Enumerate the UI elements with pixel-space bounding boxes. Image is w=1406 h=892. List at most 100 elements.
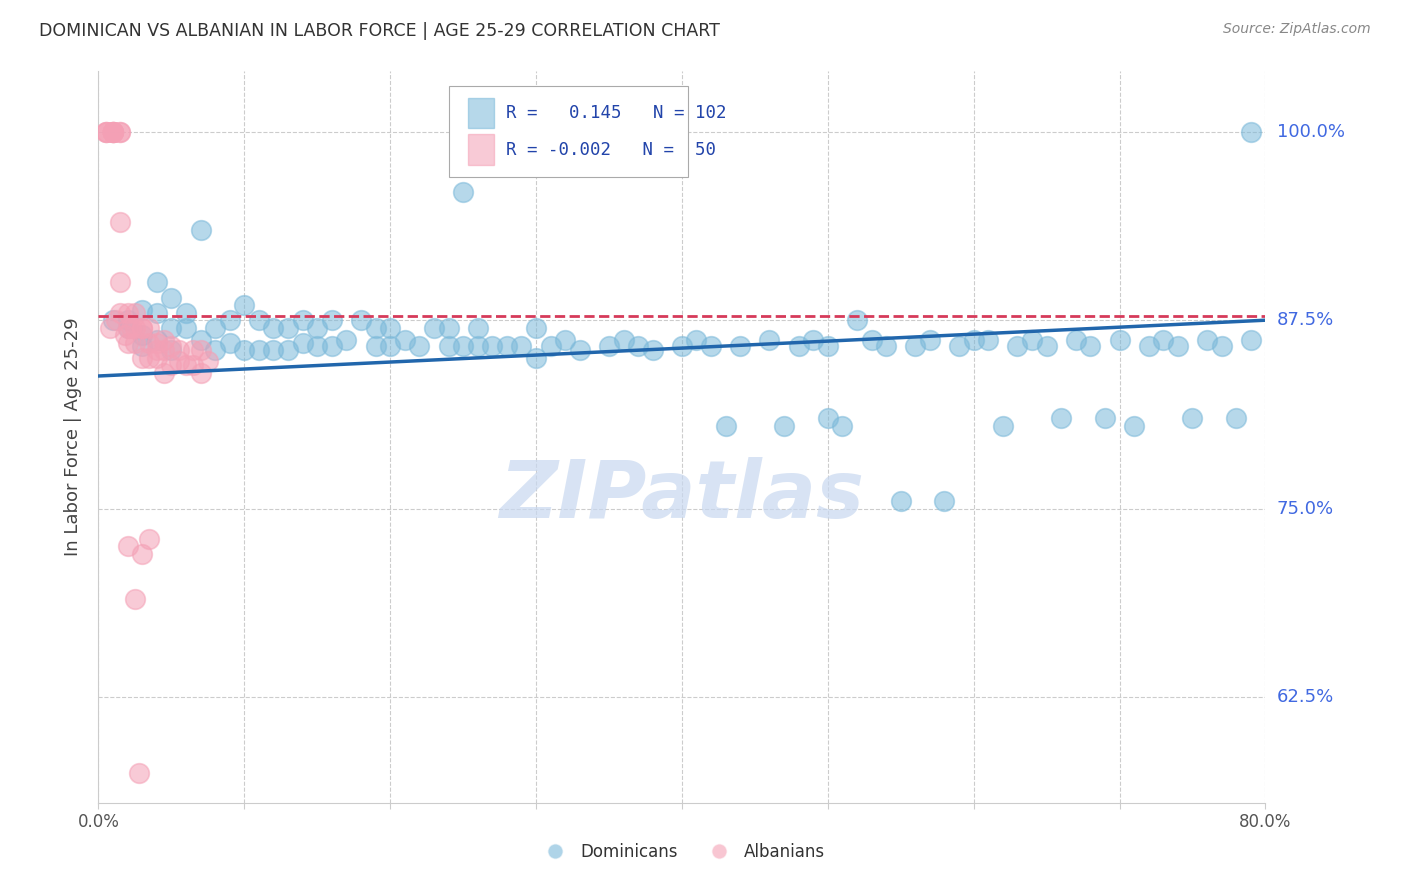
Point [1123,418,1146,433]
Point [247,313,270,327]
Y-axis label: In Labor Force | Age 25-29: In Labor Force | Age 25-29 [65,318,83,557]
Point [110,125,132,139]
Point [307,339,329,353]
FancyBboxPatch shape [449,86,688,178]
Point [146,333,169,347]
Point [101,125,124,139]
Point [962,333,984,347]
Point [117,335,139,350]
Point [218,313,240,327]
Point [1064,333,1087,347]
Point [1007,339,1029,353]
Point [124,306,146,320]
Point [190,343,212,358]
Point [262,343,284,358]
Point [190,333,212,347]
Point [918,333,941,347]
Point [181,359,204,373]
Point [124,592,146,607]
Text: Source: ZipAtlas.com: Source: ZipAtlas.com [1223,22,1371,37]
Point [101,125,124,139]
Point [321,313,343,327]
Point [124,335,146,350]
Point [160,359,183,373]
Point [174,359,197,373]
Point [174,320,197,334]
Point [481,339,503,353]
Point [1195,333,1218,347]
Point [948,339,970,353]
Point [568,343,591,358]
Text: 100.0%: 100.0% [1277,123,1344,141]
Point [890,494,912,508]
Point [277,343,299,358]
Point [1152,333,1174,347]
Text: 62.5%: 62.5% [1277,689,1334,706]
Point [138,351,160,365]
Legend: Dominicans, Albanians: Dominicans, Albanians [531,837,832,868]
Point [146,335,169,350]
Point [831,418,853,433]
Point [174,306,197,320]
Point [991,418,1014,433]
Point [467,320,489,334]
Point [204,320,226,334]
Point [153,366,176,380]
Point [131,351,153,365]
Point [101,125,124,139]
Point [671,339,693,353]
Point [146,343,169,358]
Point [437,320,460,334]
Point [1225,411,1247,425]
Point [124,320,146,334]
Point [817,411,839,425]
Point [104,313,127,327]
Point [437,339,460,353]
Point [394,333,416,347]
Point [146,276,169,290]
Point [114,328,136,343]
Text: 87.5%: 87.5% [1277,311,1334,329]
Point [138,335,160,350]
Point [197,354,219,368]
Point [160,291,183,305]
Point [1240,125,1263,139]
Point [1240,333,1263,347]
Text: R = -0.002   N =  50: R = -0.002 N = 50 [506,141,716,159]
Bar [468,135,494,165]
Point [94,125,117,139]
Point [451,185,474,199]
Point [131,339,153,353]
Point [787,339,810,353]
Point [291,335,314,350]
Point [1167,339,1189,353]
Point [233,343,256,358]
Point [160,339,183,353]
Point [321,339,343,353]
Point [110,125,132,139]
Point [101,313,124,327]
Point [247,343,270,358]
Text: 75.0%: 75.0% [1277,500,1334,517]
Point [380,320,402,334]
Point [262,320,284,334]
Point [190,223,212,237]
Point [510,339,533,353]
Point [153,333,176,347]
Point [730,339,752,353]
Text: DOMINICAN VS ALBANIAN IN LABOR FORCE | AGE 25-29 CORRELATION CHART: DOMINICAN VS ALBANIAN IN LABOR FORCE | A… [39,22,720,40]
Point [138,532,160,546]
Point [153,343,176,358]
Point [846,313,869,327]
Point [451,339,474,353]
Point [875,339,897,353]
Point [167,343,190,358]
Point [117,540,139,554]
Point [1080,339,1102,353]
Point [904,339,927,353]
Point [1021,333,1043,347]
Point [218,335,240,350]
Point [146,306,169,320]
Point [131,320,153,334]
Point [1137,339,1160,353]
